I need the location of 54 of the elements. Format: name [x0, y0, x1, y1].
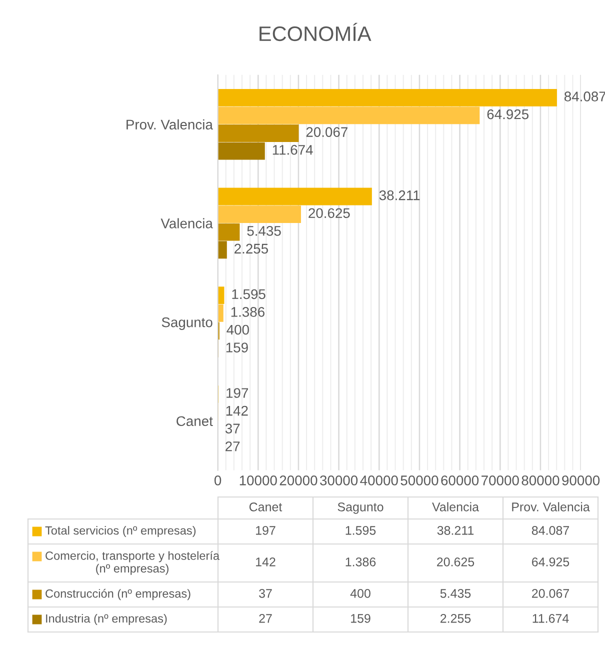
data-label: 37	[225, 424, 240, 434]
text: 1.595	[346, 526, 376, 535]
legend-label: Total servicios (nº empresas)	[45, 526, 196, 538]
data-label: 11.674	[272, 144, 313, 155]
text: 400	[350, 589, 370, 598]
text: 5.435	[440, 589, 471, 598]
legend-label: Construcción (nº empresas)	[46, 588, 190, 600]
data-label: 20.625	[308, 208, 350, 218]
y-tick-label: Sagunto	[162, 317, 212, 330]
x-tick-label: 60000	[441, 476, 479, 486]
data-label: 400	[226, 324, 249, 335]
data-label: 27	[226, 441, 240, 452]
text: 142	[256, 558, 276, 566]
data-label: 2.255	[234, 244, 268, 254]
x-tick-label: 10000	[240, 476, 277, 486]
data-label: 20.067	[306, 127, 348, 137]
data-label: 197	[226, 388, 248, 398]
x-tick-label: 30000	[320, 476, 358, 486]
text: 20.067	[532, 589, 569, 598]
category-label: Sagunto	[338, 502, 384, 514]
text: 27	[259, 614, 272, 623]
text: 37	[259, 589, 272, 598]
y-tick-label: Canet	[176, 416, 213, 426]
text: 159	[351, 614, 370, 623]
data-label: 142	[226, 406, 248, 416]
legend-label: Comercio, transporte y hostelería (nº empresas)	[46, 551, 220, 575]
x-tick-label: 40000	[360, 476, 398, 486]
text: 197	[256, 526, 276, 535]
text: 20.625	[437, 558, 474, 566]
data-label: 1.595	[232, 289, 266, 300]
x-tick-label: 0	[214, 476, 222, 486]
text: 84.087	[532, 526, 569, 535]
y-tick-label: Prov. Valencia	[126, 119, 213, 130]
data-label: 5.435	[247, 226, 281, 236]
text: 2.255	[440, 614, 471, 623]
text: 1.386	[346, 558, 376, 566]
category-label: Valencia	[432, 502, 480, 512]
y-tick-label: Valencia	[160, 218, 213, 228]
category-label: Prov. Valencia	[512, 502, 590, 512]
x-tick-label: 80000	[522, 476, 560, 486]
data-label: 64.925	[487, 109, 529, 120]
x-tick-label: 50000	[400, 476, 438, 486]
data-label: 38.211	[379, 190, 420, 200]
chart-title: ECONOMÍA	[260, 22, 372, 42]
data-label: 159	[226, 342, 248, 352]
category-label: Canet	[249, 502, 282, 512]
text: 38.211	[437, 526, 474, 535]
x-tick-label: 20000	[280, 476, 318, 486]
text: 11.674	[532, 614, 569, 623]
x-tick-label: 90000	[562, 476, 600, 486]
text: 64.925	[532, 558, 570, 566]
legend-label: Industria (nº empresas)	[46, 614, 167, 626]
x-tick-label: 70000	[482, 476, 519, 486]
data-label: 1.386	[231, 307, 264, 317]
